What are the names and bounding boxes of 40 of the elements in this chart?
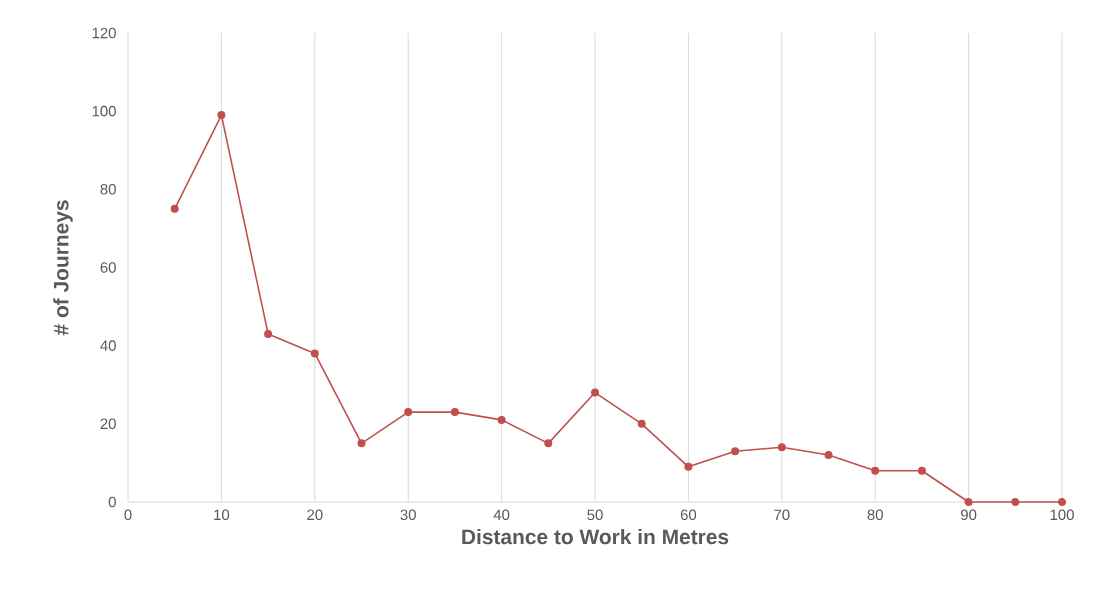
point bbox=[684, 462, 693, 471]
y-tick-label: 0 bbox=[108, 496, 116, 508]
y-tick-label: 20 bbox=[100, 418, 116, 430]
point bbox=[170, 204, 179, 213]
point bbox=[591, 388, 600, 397]
y-tick-label: 80 bbox=[100, 184, 116, 195]
x-tick-label: 50 bbox=[587, 509, 603, 521]
point bbox=[450, 408, 459, 417]
point bbox=[1058, 497, 1067, 506]
point bbox=[824, 451, 833, 460]
y-tick-label: 120 bbox=[92, 27, 116, 39]
x-tick-label: 40 bbox=[493, 509, 510, 521]
x-tick-label: 60 bbox=[680, 509, 697, 521]
x-tick-label: 30 bbox=[400, 509, 416, 521]
x-tick-label: 0 bbox=[124, 509, 132, 521]
x-tick-label: 70 bbox=[774, 509, 790, 521]
y-tick-label: 60 bbox=[100, 262, 116, 273]
point bbox=[544, 439, 553, 448]
point bbox=[217, 111, 226, 120]
x-tick-label: 20 bbox=[307, 509, 323, 521]
x-axis-title: Distance to Work in Metres bbox=[462, 528, 729, 545]
point bbox=[404, 408, 413, 417]
y-tick-label: 40 bbox=[100, 340, 116, 351]
point bbox=[964, 497, 973, 506]
point bbox=[310, 349, 319, 358]
point bbox=[264, 329, 273, 338]
y-tick-label: 100 bbox=[92, 105, 116, 117]
x-tick-label: 10 bbox=[214, 509, 230, 521]
point bbox=[917, 466, 926, 475]
point bbox=[871, 466, 880, 475]
x-tick-label: 80 bbox=[867, 509, 883, 521]
point bbox=[637, 419, 646, 428]
point bbox=[497, 415, 506, 424]
x-tick-label: 90 bbox=[961, 509, 977, 521]
point bbox=[1011, 497, 1020, 506]
point bbox=[731, 447, 740, 456]
point bbox=[357, 439, 366, 448]
point bbox=[777, 443, 786, 452]
y-axis-title: # of Journeys bbox=[53, 200, 73, 336]
x-tick-label: 100 bbox=[1050, 509, 1074, 521]
